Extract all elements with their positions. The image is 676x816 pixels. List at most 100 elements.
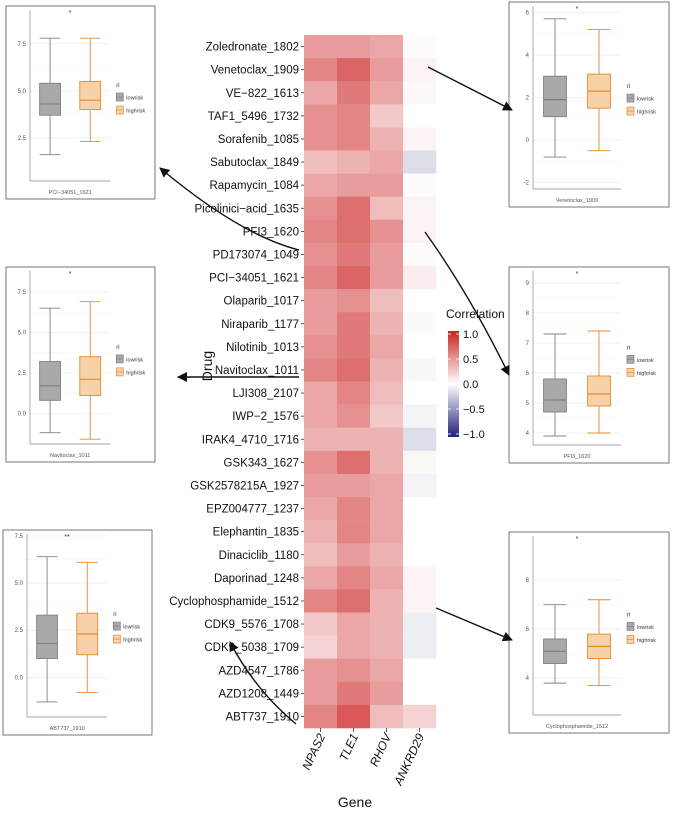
heatmap-cell [337,381,371,405]
drug-label: Sabutoclax_1849 [210,157,299,169]
heatmap-cell [304,150,338,174]
box-iqr [543,75,567,118]
arrow-abt737 [229,641,297,725]
drug-label: IRAK4_4710_1716 [202,434,299,446]
drug-label: PCI−34051_1621 [209,273,299,285]
heatmap-cell [337,566,371,590]
y-axis-title: Drug [199,351,215,381]
y-tick-label: 2.5 [18,371,27,377]
heatmap-cell [370,104,404,128]
heatmap-cell [337,704,371,729]
box-iqr [79,356,102,396]
boxplot-panel-pci-34051: 2.5 5.0 7.5 * PCI−34051_1621 ri lowrisk highris… [5,5,156,200]
heatmap-cell [304,358,338,382]
significance-mark: * [576,271,579,278]
legend-tick-label: 0.0 [463,379,478,391]
gene-label: RHOV [367,730,395,768]
heatmap-cell [304,566,338,590]
heatmap-cell [403,104,437,128]
heatmap-cell [403,473,437,498]
heatmap-cell [304,81,338,105]
box-lowrisk [39,307,61,434]
heatmap-cell [370,335,404,359]
heatmap-cell [403,612,437,636]
heatmap-cell [370,497,404,521]
box-highrisk [587,28,611,152]
heatmap-cell [403,658,437,683]
heatmap-cell [403,81,437,105]
y-tick-label: 5.0 [18,330,27,336]
drug-label: GSK2578215A_1927 [190,480,299,492]
y-tick-label: 4 [526,431,530,437]
heatmap-cell [370,81,404,105]
heatmap-cell [304,497,338,521]
boxplot-panel-pfi3: 4 5 6 7 8 9 * PFI3_1620 ri lowrisk highrisk [508,266,670,464]
drug-label: CDK9_5038_1709 [204,642,299,654]
heatmap-cell [370,427,404,452]
heatmap-cell [337,520,371,544]
box-highrisk [79,37,102,142]
heatmap-cell [403,450,437,475]
legend-label-lowrisk: lowrisk [126,357,143,363]
heatmap-cell [304,196,338,221]
heatmap-cell [304,58,338,82]
gene-label: ANKRD29 [391,731,428,788]
heatmap-cell [403,404,437,428]
drug-label: PFI3_1620 [243,226,299,238]
heatmap-cell [337,58,371,82]
drug-label: Zoledronate_1802 [206,42,299,54]
significance-mark: ** [64,534,70,541]
y-tick-label: 5.0 [18,89,27,95]
heatmap-cell [304,473,338,498]
box-lowrisk [543,604,567,684]
legend-label-lowrisk: lowrisk [123,625,140,631]
legend-title: Correlation [446,307,505,321]
heatmap-cell [304,219,338,244]
panel-frame [508,266,670,464]
panel-legend: ri lowrisk highrisk [115,83,146,115]
correlation-legend: Correlation 1.0 0.5 0.0 −0.5 −1.0 [446,307,505,441]
boxplot-panel-navitoclax: 0.0 2.5 5.0 7.5 * Navitoclax_1011 ri lowrisk hig… [5,266,156,463]
panel-x-label: Venetoclax_1909 [556,198,598,204]
heatmap-cell [304,242,338,267]
panel-legend-title: ri [627,345,630,351]
drug-label: Navitoclax_1011 [215,365,299,377]
panel-legend: ri lowrisk highrisk [115,345,146,376]
arrow-cyclophosphamide [435,607,513,642]
y-tick-label: 0 [526,138,530,144]
y-tick-label: 7.5 [18,290,27,296]
box-lowrisk [543,18,567,158]
heatmap-cell [337,473,371,498]
drug-label: Dinaciclib_1180 [219,550,299,562]
y-tick-label: 8 [526,578,530,584]
panel-x-label: PFI3_1620 [564,454,591,460]
box-lowrisk [36,556,58,703]
heatmap-cell [337,242,371,267]
heatmap-cell [337,497,371,521]
panel-legend-title: ri [627,84,630,90]
heatmap-cell [403,520,437,544]
heatmap-cell [370,520,404,544]
heatmap-cell [370,658,404,683]
heatmap-cell [337,658,371,683]
heatmap-cell [304,543,338,567]
heatmap-cell [337,127,371,151]
heatmap-cell [370,219,404,244]
heatmap-cell [403,150,437,174]
significance-mark: * [576,6,579,13]
legend-label-lowrisk: lowrisk [637,625,654,631]
panel-x-label: PCI−34051_1621 [49,190,92,196]
legend-tick-label: −0.5 [463,404,485,416]
heatmap-cell [304,266,338,290]
drug-label: Daporinad_1248 [214,573,299,585]
legend-colorbar [448,331,459,437]
box-iqr [543,378,567,413]
heatmap-cell [337,289,371,313]
panel-legend: ri lowrisk highrisk [112,612,143,644]
legend-tick-label: 1.0 [463,329,478,341]
heatmap-cell [370,704,404,729]
drug-label: Venetoclax_1909 [211,65,299,77]
legend-label-highrisk: highrisk [126,109,145,115]
drug-label: AZD4547_1786 [218,665,299,677]
gene-label: TLE1 [336,731,361,763]
